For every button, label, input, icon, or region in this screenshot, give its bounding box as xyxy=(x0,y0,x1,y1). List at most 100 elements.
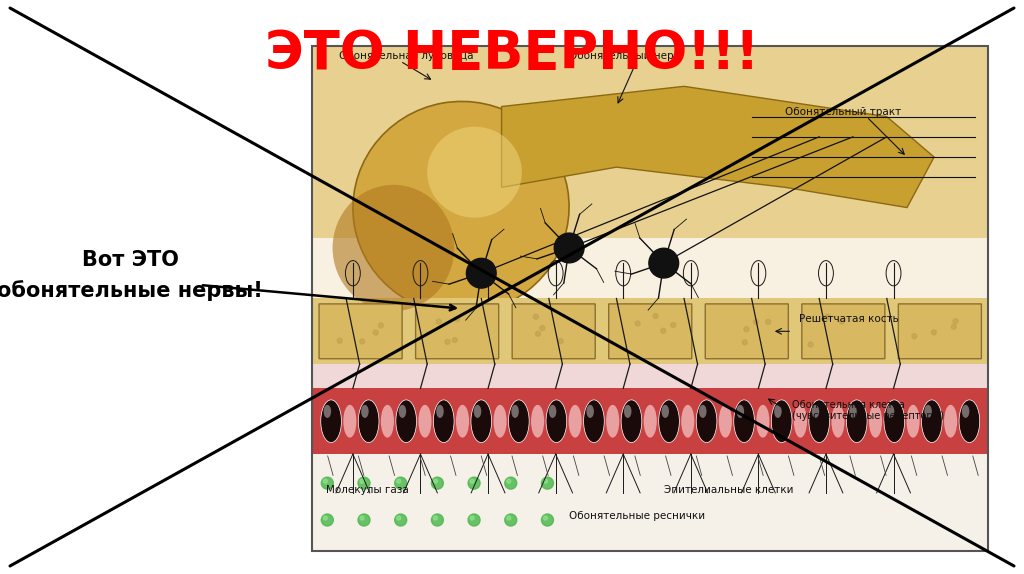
Circle shape xyxy=(542,324,546,329)
Ellipse shape xyxy=(906,405,920,437)
Circle shape xyxy=(322,477,334,489)
Text: Обонятельная луковица: Обонятельная луковица xyxy=(339,51,474,61)
Circle shape xyxy=(722,325,727,331)
Ellipse shape xyxy=(831,405,845,437)
Text: обонятельные нервы!: обонятельные нервы! xyxy=(0,280,263,301)
Ellipse shape xyxy=(471,400,492,443)
Circle shape xyxy=(649,248,679,278)
Circle shape xyxy=(396,479,400,483)
Text: Решетчатая кость: Решетчатая кость xyxy=(799,313,899,324)
Ellipse shape xyxy=(549,405,556,418)
Circle shape xyxy=(819,340,824,345)
Ellipse shape xyxy=(546,400,566,443)
Ellipse shape xyxy=(353,102,569,314)
Ellipse shape xyxy=(419,405,431,437)
Circle shape xyxy=(544,479,548,483)
Ellipse shape xyxy=(509,400,529,443)
Ellipse shape xyxy=(757,405,769,437)
Ellipse shape xyxy=(343,405,356,437)
Text: Вот ЭТО: Вот ЭТО xyxy=(82,250,178,270)
Bar xyxy=(312,46,988,551)
Ellipse shape xyxy=(944,405,957,437)
Circle shape xyxy=(468,477,480,489)
Circle shape xyxy=(360,341,365,346)
Ellipse shape xyxy=(456,405,469,437)
Circle shape xyxy=(521,328,525,333)
Circle shape xyxy=(431,477,443,489)
Circle shape xyxy=(436,313,441,319)
Circle shape xyxy=(935,335,940,340)
Ellipse shape xyxy=(809,400,829,443)
Ellipse shape xyxy=(568,405,582,437)
Circle shape xyxy=(507,479,511,483)
Ellipse shape xyxy=(869,405,882,437)
Circle shape xyxy=(470,516,474,520)
Circle shape xyxy=(657,336,663,341)
Circle shape xyxy=(950,321,955,326)
Text: Обонятельные реснички: Обонятельные реснички xyxy=(569,511,706,521)
Ellipse shape xyxy=(321,400,341,443)
Circle shape xyxy=(544,314,549,319)
Circle shape xyxy=(819,339,824,343)
Ellipse shape xyxy=(433,400,454,443)
Circle shape xyxy=(360,479,364,483)
Ellipse shape xyxy=(736,405,744,418)
Bar xyxy=(312,46,988,551)
Text: Молекулы газа: Молекулы газа xyxy=(326,486,409,495)
Ellipse shape xyxy=(922,400,942,443)
Circle shape xyxy=(505,514,517,526)
Ellipse shape xyxy=(959,400,980,443)
Circle shape xyxy=(919,324,924,329)
Ellipse shape xyxy=(849,405,857,418)
Ellipse shape xyxy=(658,400,679,443)
Ellipse shape xyxy=(427,127,522,218)
Text: ЭТО НЕВЕРНО!!!: ЭТО НЕВЕРНО!!! xyxy=(265,28,759,80)
Ellipse shape xyxy=(699,405,707,418)
Circle shape xyxy=(435,324,440,329)
Text: Эпителиальные клетки: Эпителиальные клетки xyxy=(664,486,794,495)
Polygon shape xyxy=(502,86,934,208)
Circle shape xyxy=(360,516,364,520)
FancyBboxPatch shape xyxy=(802,304,885,359)
Circle shape xyxy=(433,516,437,520)
Circle shape xyxy=(431,514,443,526)
Bar xyxy=(312,389,988,454)
Circle shape xyxy=(554,233,584,263)
Bar xyxy=(312,46,988,334)
Circle shape xyxy=(627,332,632,338)
Circle shape xyxy=(542,477,553,489)
Bar xyxy=(312,238,988,313)
Ellipse shape xyxy=(358,400,379,443)
Ellipse shape xyxy=(644,405,656,437)
Ellipse shape xyxy=(794,405,807,437)
Circle shape xyxy=(453,335,458,340)
FancyBboxPatch shape xyxy=(319,304,402,359)
Ellipse shape xyxy=(531,405,544,437)
Ellipse shape xyxy=(587,405,594,418)
Ellipse shape xyxy=(474,405,481,418)
Ellipse shape xyxy=(398,405,407,418)
Circle shape xyxy=(827,330,833,335)
Circle shape xyxy=(358,477,370,489)
FancyBboxPatch shape xyxy=(416,304,499,359)
Circle shape xyxy=(544,516,548,520)
Circle shape xyxy=(396,516,400,520)
Circle shape xyxy=(358,514,370,526)
Circle shape xyxy=(394,477,407,489)
Ellipse shape xyxy=(719,405,732,437)
Circle shape xyxy=(505,477,517,489)
Ellipse shape xyxy=(734,400,755,443)
FancyBboxPatch shape xyxy=(608,304,692,359)
FancyBboxPatch shape xyxy=(706,304,788,359)
Ellipse shape xyxy=(884,400,904,443)
Ellipse shape xyxy=(624,405,632,418)
Ellipse shape xyxy=(361,405,369,418)
Ellipse shape xyxy=(606,405,620,437)
Ellipse shape xyxy=(696,400,717,443)
Text: Обонятельный нерв: Обонятельный нерв xyxy=(569,51,680,61)
Bar xyxy=(312,298,988,364)
Circle shape xyxy=(633,336,638,341)
Circle shape xyxy=(754,326,759,331)
FancyBboxPatch shape xyxy=(512,304,595,359)
Ellipse shape xyxy=(962,405,970,418)
